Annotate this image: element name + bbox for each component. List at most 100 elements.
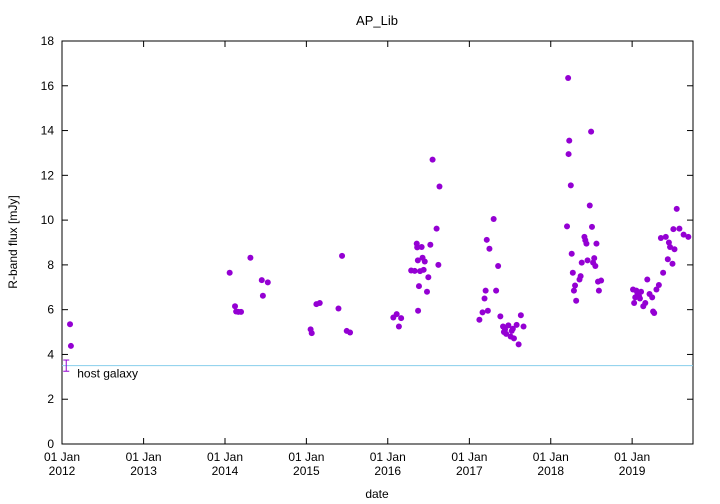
data-point [264,279,271,286]
data-point [592,263,599,270]
data-point [486,245,493,252]
data-point [520,323,527,330]
data-point [484,307,491,314]
data-point [631,299,638,306]
data-point [649,294,656,301]
data-point [517,312,524,319]
data-point [483,236,490,243]
data-point [490,215,497,222]
data-point [258,277,265,284]
y-tick-label: 4 [47,347,54,361]
plot-frame [61,40,694,445]
data-point [427,241,434,248]
data-point [495,263,502,270]
x-tick-label: 01 Jan [533,450,569,464]
y-tick-label: 0 [47,437,54,451]
data-point [636,295,643,302]
data-point [509,325,516,332]
data-point [420,266,427,273]
x-tick-label: 2019 [619,464,646,478]
data-point [664,256,671,263]
data-point [423,288,430,295]
data-point [588,223,595,230]
data-point [573,297,580,304]
data-point [347,329,354,336]
data-point [479,309,486,316]
x-axis-label: date [365,487,389,501]
data-point [433,225,440,232]
data-point [335,305,342,312]
data-point [418,243,425,250]
data-point [680,231,687,238]
data-point [564,223,571,230]
y-tick-label: 18 [41,34,55,48]
data-point [572,282,579,289]
data-point [339,252,346,259]
x-tick-label: 2013 [130,464,157,478]
data-point [247,254,254,261]
data-point [238,308,245,315]
x-tick-label: 01 Jan [288,450,324,464]
x-tick-label: 2016 [374,464,401,478]
data-point [421,258,428,265]
data-point [651,310,658,317]
data-point [482,287,489,294]
data-point [669,260,676,267]
data-point [505,322,512,329]
data-point [476,316,483,323]
data-point [308,330,315,337]
data-point [660,269,667,276]
data-point [515,341,522,348]
y-tick-label: 6 [47,303,54,317]
y-tick-label: 10 [41,213,55,227]
x-tick-label: 01 Jan [370,450,406,464]
data-point [583,240,590,247]
data-point [577,273,584,280]
y-tick-label: 16 [41,79,55,93]
data-point [565,74,572,81]
data-point [67,342,74,349]
data-point [593,240,600,247]
data-point [586,202,593,209]
data-point [591,255,598,262]
data-point [481,295,488,302]
data-point [425,274,432,281]
data-point [513,321,520,328]
data-point [671,246,678,253]
data-point [565,151,572,158]
x-tick-label: 01 Jan [614,450,650,464]
data-point [685,233,692,240]
data-point [569,269,576,276]
data-point [232,303,239,310]
chart-title: AP_Lib [356,13,398,28]
y-tick-label: 14 [41,124,55,138]
data-point [662,233,669,240]
data-point [415,307,422,314]
data-point [503,330,510,337]
data-point [414,257,421,264]
x-tick-label: 01 Jan [207,450,243,464]
data-point [493,287,500,294]
x-tick-label: 2017 [456,464,483,478]
data-point [316,299,323,306]
y-tick-label: 8 [47,258,54,272]
data-point [567,182,574,189]
host-galaxy-group: host galaxy [62,359,693,381]
data-point [653,286,660,293]
x-tick-label: 2015 [293,464,320,478]
data-point [259,292,266,299]
data-point [670,226,677,233]
x-tick-label: 2018 [537,464,564,478]
x-tick-label: 2012 [49,464,76,478]
host-galaxy-label: host galaxy [77,367,138,381]
data-point [436,183,443,190]
data-point [502,326,509,333]
data-point [588,128,595,135]
y-tick-label: 12 [41,168,55,182]
data-point [638,288,645,295]
data-point [568,250,575,257]
data-point [415,283,422,290]
x-tick-label: 01 Jan [44,450,80,464]
x-tick-label: 01 Jan [126,450,162,464]
